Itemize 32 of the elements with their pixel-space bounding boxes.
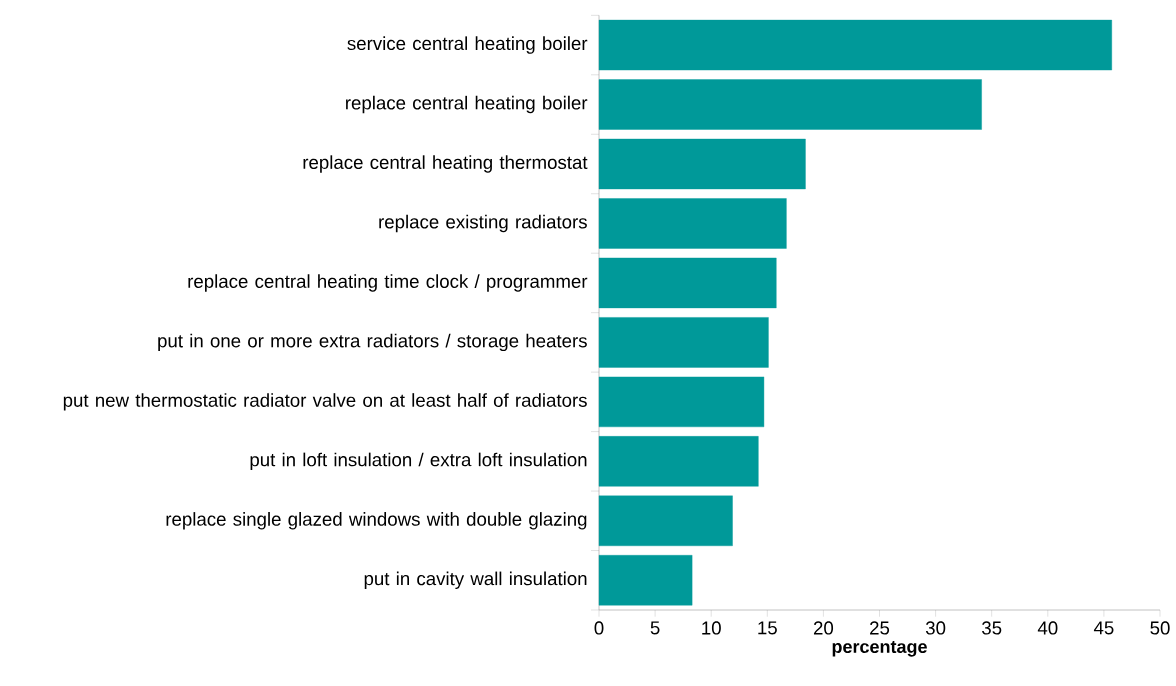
x-axis-title: percentage (832, 641, 927, 657)
bar (598, 317, 769, 368)
bar (598, 138, 806, 190)
y-tick-label: service central heating boiler (347, 36, 588, 54)
bar (598, 436, 759, 487)
x-tick-label: 40 (1037, 621, 1058, 635)
bar (598, 376, 765, 428)
bar (598, 257, 777, 309)
y-tick-label: put in one or more extra radiators / storage heaters (158, 333, 587, 352)
x-tick-label: 45 (1093, 621, 1114, 635)
bar (598, 19, 1112, 71)
x-tick-label: 0 (594, 621, 604, 635)
x-tick-label: 10 (702, 621, 721, 635)
bar (598, 555, 693, 606)
x-tick-label: 50 (1150, 621, 1170, 635)
x-tick-label: 20 (813, 621, 834, 635)
y-tick-label: replace central heating time clock / programmer (188, 274, 588, 292)
y-tick-label: replace single glazed windows with double glazing (166, 512, 587, 530)
bar (598, 79, 982, 130)
y-tick-label: replace existing radiators (379, 214, 587, 233)
bar (598, 198, 787, 249)
y-tick-label: put new thermostatic radiator valve on at least half of radiators (63, 393, 587, 411)
x-tick-label: 30 (925, 621, 946, 635)
y-tick-label: put in cavity wall insulation (364, 571, 587, 589)
y-tick-label: replace central heating thermostat (303, 155, 588, 173)
x-tick-label: 25 (870, 621, 890, 635)
x-tick-label: 35 (982, 621, 1002, 635)
x-tick-label: 15 (758, 621, 777, 635)
bar (598, 495, 733, 546)
y-tick-label: put in loft insulation / extra loft insulation (250, 452, 587, 471)
y-tick-label: replace central heating boiler (346, 95, 588, 114)
x-tick-label: 5 (650, 621, 660, 635)
